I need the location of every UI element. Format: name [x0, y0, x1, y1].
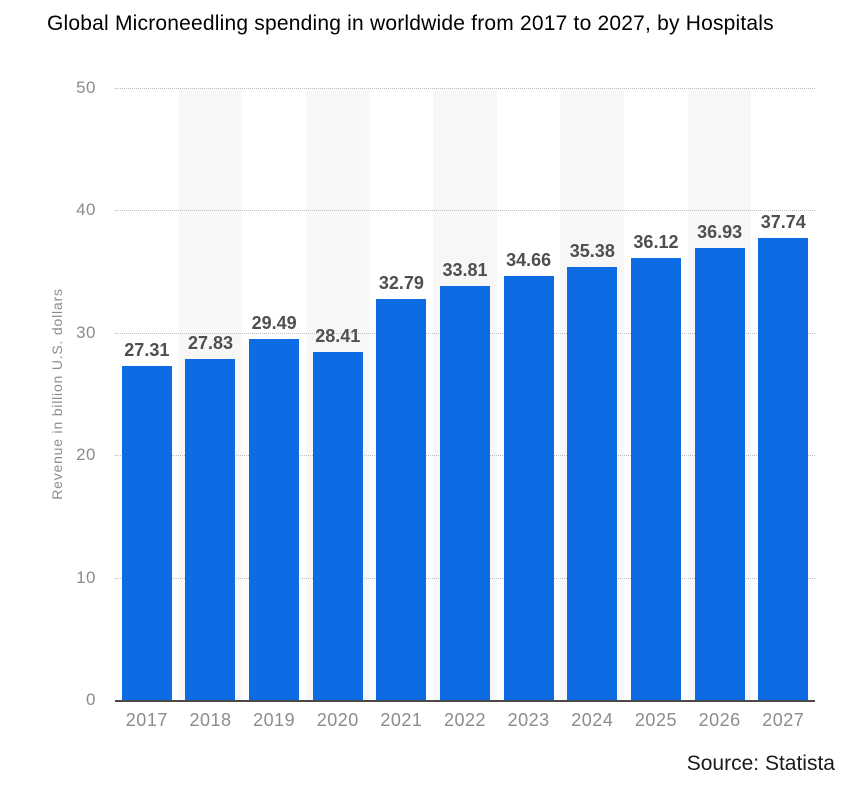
bar-value-label-2023: 34.66 — [506, 249, 552, 270]
gridline-40 — [115, 210, 815, 212]
x-tick-label-2017: 2017 — [125, 710, 168, 730]
y-tick-label-50: 50 — [76, 78, 96, 97]
y-tick-label-20: 20 — [76, 445, 96, 465]
bar-column-2023: 34.66 — [497, 88, 561, 700]
bar-2026 — [694, 248, 745, 700]
bar-2018 — [185, 359, 236, 700]
bar-column-2021: 32.79 — [370, 88, 434, 700]
y-axis-ticks: 0 10 20 30 40 50 — [40, 78, 96, 709]
bar-value-label-2018: 27.83 — [187, 333, 233, 354]
x-tick-label-2023: 2023 — [507, 710, 550, 730]
bar-value-label-2020: 28.41 — [315, 326, 361, 347]
bar-value-label-2017: 27.31 — [124, 339, 170, 360]
bar-2027 — [758, 238, 809, 700]
x-tick-label-2026: 2026 — [698, 710, 741, 730]
x-tick-label-2019: 2019 — [253, 710, 296, 730]
bar-column-2018: 27.83 — [179, 88, 243, 700]
bar-2023 — [503, 275, 554, 700]
bar-2022 — [440, 286, 491, 700]
bar-value-label-2025: 36.12 — [633, 231, 679, 252]
bar-column-2020: 28.41 — [306, 88, 370, 700]
x-tick-label-2025: 2025 — [634, 710, 677, 730]
y-tick-label-40: 40 — [76, 200, 96, 220]
x-tick-label-2018: 2018 — [189, 710, 232, 730]
bar-2021 — [376, 298, 427, 700]
x-tick-label-2021: 2021 — [380, 710, 423, 730]
bar-2019 — [249, 339, 300, 700]
x-tick-label-2022: 2022 — [444, 710, 487, 730]
bar-value-label-2027: 37.74 — [760, 212, 806, 233]
bar-2024 — [567, 266, 618, 700]
bar-column-2022: 33.81 — [433, 88, 497, 700]
gridline-50 — [115, 88, 815, 89]
bar-column-2024: 35.38 — [560, 88, 624, 700]
bar-value-label-2022: 33.81 — [442, 260, 488, 281]
bar-column-2017: 27.31 — [115, 88, 179, 700]
y-tick-label-0: 0 — [86, 690, 96, 709]
chart-title: Global Microneedling spending in worldwi… — [47, 12, 774, 35]
source-label: Source: Statista — [686, 752, 835, 775]
bar-column-2025: 36.12 — [624, 88, 688, 700]
y-tick-label-30: 30 — [76, 322, 96, 342]
x-tick-label-2020: 2020 — [316, 710, 359, 730]
y-tick-label-10: 10 — [76, 567, 96, 587]
bar-2017 — [121, 365, 172, 700]
plot-area: 27.31 27.83 29.49 28.41 32.79 33.81 34.66 35.38… — [115, 88, 815, 702]
bar-value-label-2021: 32.79 — [378, 272, 424, 293]
bar-2025 — [630, 257, 681, 700]
bar-value-label-2019: 29.49 — [251, 313, 297, 333]
bar-2020 — [312, 352, 363, 700]
bar-value-label-2026: 36.93 — [697, 222, 743, 242]
bars-layer: 27.31 27.83 29.49 28.41 32.79 33.81 34.66 35.38… — [115, 88, 815, 700]
bar-value-label-2024: 35.38 — [569, 240, 615, 261]
bar-column-2026: 36.93 — [688, 88, 752, 700]
x-tick-label-2024: 2024 — [571, 710, 614, 730]
bar-column-2019: 29.49 — [242, 88, 306, 700]
bar-column-2027: 37.74 — [751, 88, 815, 700]
x-tick-label-2027: 2027 — [762, 710, 805, 730]
x-axis-labels: 2017 2018 2019 2020 2021 2022 2023 2024 2025 2026… — [115, 710, 815, 731]
